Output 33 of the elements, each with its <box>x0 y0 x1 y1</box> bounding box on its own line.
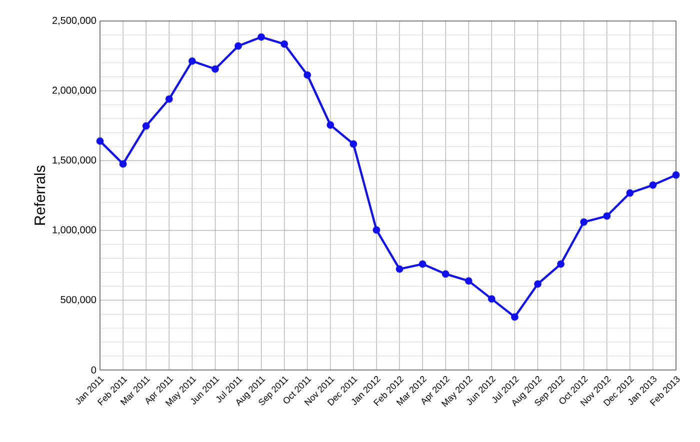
point <box>372 226 380 234</box>
point <box>418 260 426 268</box>
point <box>557 260 565 268</box>
point <box>350 140 358 148</box>
y-tick-label: 500,000 <box>60 296 96 304</box>
y-axis-title: Referrals <box>34 166 46 225</box>
point <box>464 277 472 285</box>
y-tick-label: 2,000,000 <box>52 86 96 95</box>
point <box>580 218 588 226</box>
point <box>603 212 611 220</box>
y-tick-label: 0 <box>91 366 96 374</box>
point <box>212 65 219 73</box>
point <box>280 40 288 48</box>
point <box>165 95 173 103</box>
point <box>96 137 104 145</box>
point <box>142 122 150 130</box>
point <box>672 171 680 179</box>
point <box>119 160 127 168</box>
point <box>326 121 334 129</box>
y-tick-label: 2,500,000 <box>52 16 96 26</box>
point <box>534 280 542 288</box>
point <box>258 33 265 41</box>
y-tick-label: 1,000,000 <box>52 226 96 235</box>
point <box>234 42 242 50</box>
point <box>649 181 657 189</box>
point <box>188 57 196 65</box>
point <box>626 189 634 197</box>
y-tick-label: 1,500,000 <box>52 156 96 165</box>
point <box>442 270 450 278</box>
point <box>488 295 496 303</box>
point <box>396 265 404 273</box>
point <box>511 313 518 321</box>
point <box>304 71 312 79</box>
